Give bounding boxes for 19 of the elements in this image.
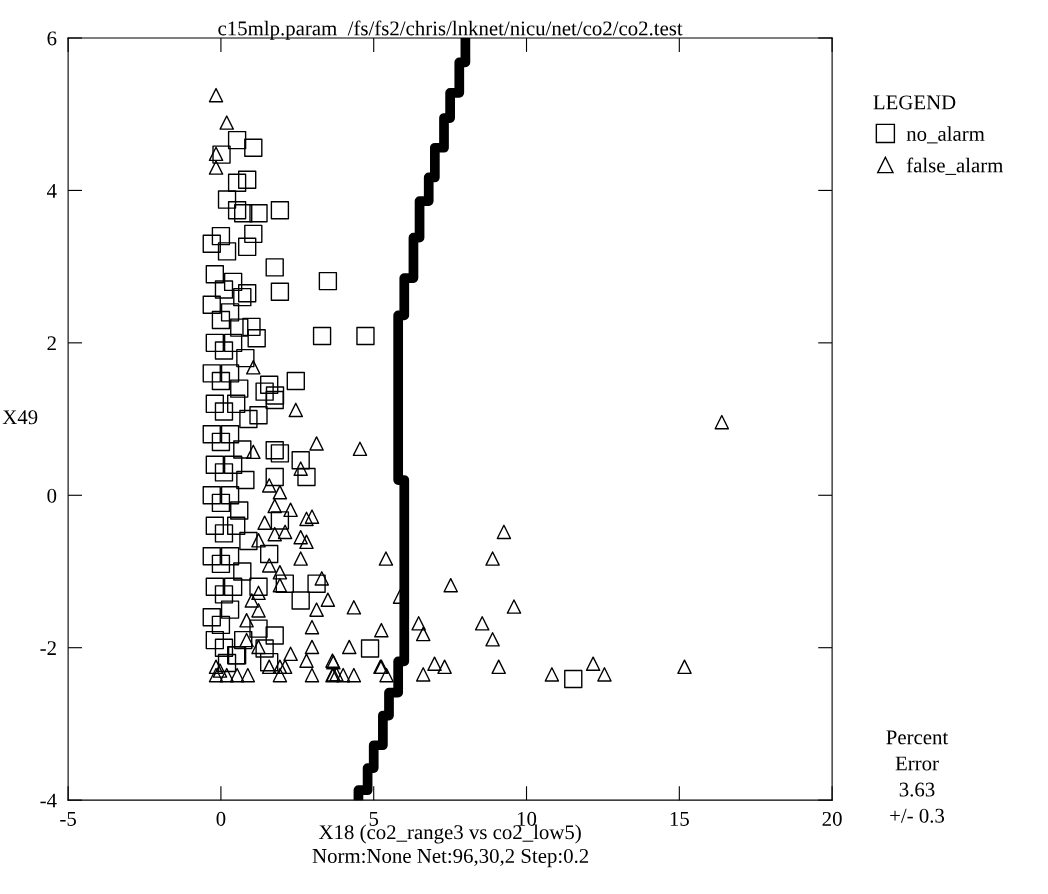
y-tick-label: -4 [40,793,57,808]
y-tick-label: 4 [47,183,57,198]
legend-title: LEGEND [873,95,956,110]
y-axis-title: X49 [2,410,38,425]
y-tick-label: -2 [40,641,56,655]
legend-label: no_alarm [906,126,985,144]
x-tick-label: 20 [822,811,842,826]
x-axis-title: X18 (co2_range3 vs co2_low5) [318,824,581,844]
text: Percent Error 3.63 +/- 0.3 [886,730,949,823]
legend-label: false_alarm [906,157,1004,175]
x-tick-label: -5 [60,812,76,826]
y-tick-label: 6 [47,31,57,46]
text: Norm:None Net:96,30,2 Step:0.2 [312,848,589,868]
x-tick-label: 0 [216,811,226,826]
x-tick-label: 5 [369,812,379,826]
x-tick-label: 15 [670,811,689,826]
y-tick-label: 0 [47,488,57,503]
y-tick-label: 2 [47,336,56,351]
chart-title: c15mlp.param /fs/fs2/chris/lnknet/nicu/net/co2/co2.test [218,20,683,40]
